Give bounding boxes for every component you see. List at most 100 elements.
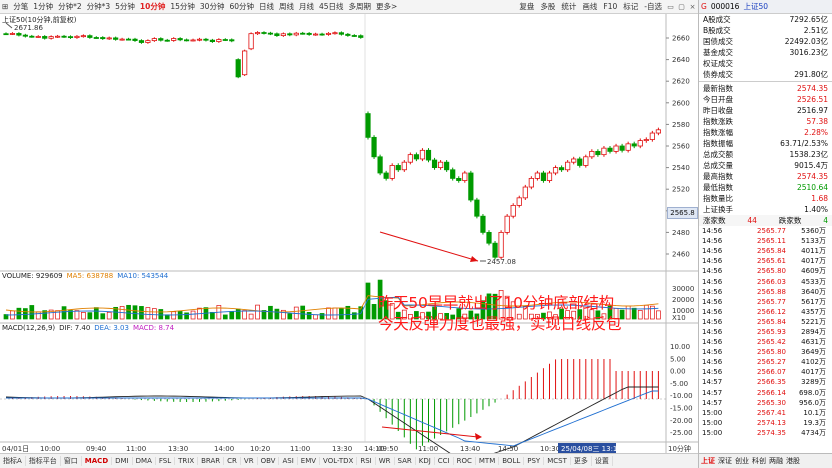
volume-bar: [35, 311, 41, 320]
indicator-tab-5[interactable]: DMA: [133, 457, 156, 465]
period-tab-7[interactable]: 30分钟: [199, 2, 225, 11]
period-tab-9[interactable]: 日线: [259, 2, 274, 11]
period-tab-1[interactable]: 1分钟: [33, 2, 54, 11]
restore-icon[interactable]: ▢: [678, 2, 685, 11]
candle-body: [61, 35, 67, 38]
candle-body: [510, 204, 516, 217]
tick-price: 2574.13: [757, 418, 786, 427]
indicator-tab-18[interactable]: KDJ: [416, 457, 435, 465]
quote-value: 1.40%: [804, 205, 828, 214]
stock-name[interactable]: 上证50: [743, 2, 768, 11]
volume-bar: [613, 308, 619, 320]
tick-volume: 19.3万: [803, 418, 826, 427]
toolbar-action-6[interactable]: -自选: [644, 2, 662, 11]
close-icon[interactable]: ×: [689, 2, 696, 11]
indicator-tab-25[interactable]: 更多: [571, 456, 592, 466]
minimize-icon[interactable]: ▭: [667, 2, 674, 11]
period-tab-5[interactable]: 10分钟: [139, 2, 166, 11]
indicator-tab-23[interactable]: PSY: [524, 457, 545, 465]
indicator-tab-4[interactable]: DMI: [112, 457, 133, 465]
period-tab-11[interactable]: 月线: [299, 2, 314, 11]
volume-bar: [450, 314, 456, 320]
toolbar-action-4[interactable]: F10: [603, 2, 618, 11]
period-tab-2[interactable]: 分钟*2: [58, 2, 82, 11]
tick-price: 2566.07: [757, 368, 786, 377]
indicator-tab-9[interactable]: CR: [224, 457, 241, 465]
stat-row: 基金成交 3016.23亿: [699, 47, 832, 58]
candle-body: [371, 136, 377, 158]
indicator-tab-6[interactable]: FSL: [156, 457, 176, 465]
market-tab-0[interactable]: 上证: [701, 457, 715, 465]
candle-body: [125, 38, 132, 41]
market-tab-4[interactable]: 两融: [769, 457, 783, 465]
indicator-tab-19[interactable]: CCI: [435, 457, 454, 465]
candle-body: [138, 40, 145, 43]
indicator-tab-17[interactable]: SAR: [395, 457, 416, 465]
menu-icon[interactable]: ⊞: [2, 2, 9, 11]
indicator-tab-3[interactable]: MACD: [82, 457, 113, 465]
toolbar-action-5[interactable]: 标记: [623, 2, 639, 11]
volume-bar: [486, 293, 492, 320]
period-tab-8[interactable]: 60分钟: [229, 2, 254, 11]
volume-bar: [281, 309, 286, 320]
indicator-tab-26[interactable]: 设置: [592, 456, 613, 466]
volume-bar: [547, 311, 552, 320]
period-tab-0[interactable]: 分笔: [13, 2, 29, 11]
period-tab-3[interactable]: 分钟*3: [86, 2, 111, 11]
quote-value: 1538.23亿: [789, 150, 828, 159]
toolbar-action-1[interactable]: 多股: [540, 2, 556, 11]
candle-body: [552, 167, 559, 174]
candle-body: [222, 39, 228, 41]
candle-body: [456, 177, 462, 181]
indicator-tab-12[interactable]: ASI: [279, 457, 298, 465]
period-tab-12[interactable]: 45日线: [319, 2, 344, 11]
volume-ma5: MA5: 638788: [66, 272, 114, 280]
price-arrow-head: [470, 256, 478, 262]
market-tab-1[interactable]: 深证: [718, 457, 732, 465]
period-tab-10[interactable]: 周线: [279, 2, 294, 11]
time-axis-label: 13:40: [460, 445, 480, 453]
quote-row: 最低指数 2510.64: [699, 182, 832, 193]
indicator-tab-14[interactable]: VOL-TDX: [320, 457, 358, 465]
volume-bar: [516, 313, 522, 320]
indicator-tab-10[interactable]: VR: [241, 457, 258, 465]
indicator-tab-1[interactable]: 指标平台: [26, 456, 61, 466]
time-cursor-box: [558, 443, 616, 453]
quote-value: 2516.97: [796, 106, 828, 115]
quote-panel: G 000016 上证50 A股成交 7292.65亿 B股成交 2.51亿 国债成交 2…: [698, 0, 832, 468]
indicator-tab-20[interactable]: ROC: [454, 457, 476, 465]
period-tab-14[interactable]: 更多>: [376, 2, 398, 11]
toolbar-action-2[interactable]: 统计: [561, 2, 577, 11]
indicator-tab-24[interactable]: MCST: [544, 457, 571, 465]
chart-area[interactable]: 2660264026202600258025602540252025002480…: [0, 14, 698, 454]
indicator-tab-16[interactable]: WR: [376, 457, 395, 465]
toolbar-action-3[interactable]: 画线: [582, 2, 598, 11]
indicator-tab-7[interactable]: TRIX: [175, 457, 199, 465]
indicator-tab-8[interactable]: BRAR: [198, 457, 225, 465]
market-tab-2[interactable]: 创业: [735, 457, 749, 465]
indicator-tab-13[interactable]: EMV: [298, 457, 321, 465]
indicator-tab-21[interactable]: MTM: [476, 457, 500, 465]
period-tab-13[interactable]: 多周期: [348, 2, 372, 11]
indicator-tab-2[interactable]: 窗口: [61, 456, 82, 466]
tick-volume: 2894万: [801, 327, 826, 336]
indicator-tab-0[interactable]: 指标A: [0, 456, 26, 466]
tick-price: 2566.03: [757, 277, 786, 286]
tick-time: 14:56: [702, 267, 723, 276]
toolbar-action-0[interactable]: 复盘: [519, 2, 535, 11]
tick-list[interactable]: 14:56 2565.77 5360万 14:56 2565.11 5133万 14:56 2…: [699, 226, 832, 438]
volume-bar: [589, 309, 595, 320]
indicator-tab-22[interactable]: BOLL: [499, 457, 525, 465]
quote-value: 1.68: [811, 194, 828, 203]
period-tab-4[interactable]: 5分钟: [115, 2, 135, 11]
quote-value: 2574.35: [796, 172, 828, 181]
indicator-tab-11[interactable]: OBV: [258, 457, 280, 465]
time-axis-label: 11:00: [290, 445, 310, 453]
candle-body: [235, 59, 241, 78]
market-tab-3[interactable]: 科创: [752, 457, 766, 465]
period-tab-6[interactable]: 15分钟: [170, 2, 195, 11]
market-tab-5[interactable]: 港股: [786, 457, 800, 465]
indicator-tab-15[interactable]: RSI: [357, 457, 376, 465]
kline-chart[interactable]: 2660264026202600258025602540252025002480…: [0, 14, 698, 454]
volume-value: VOLUME: 929609: [2, 272, 63, 280]
